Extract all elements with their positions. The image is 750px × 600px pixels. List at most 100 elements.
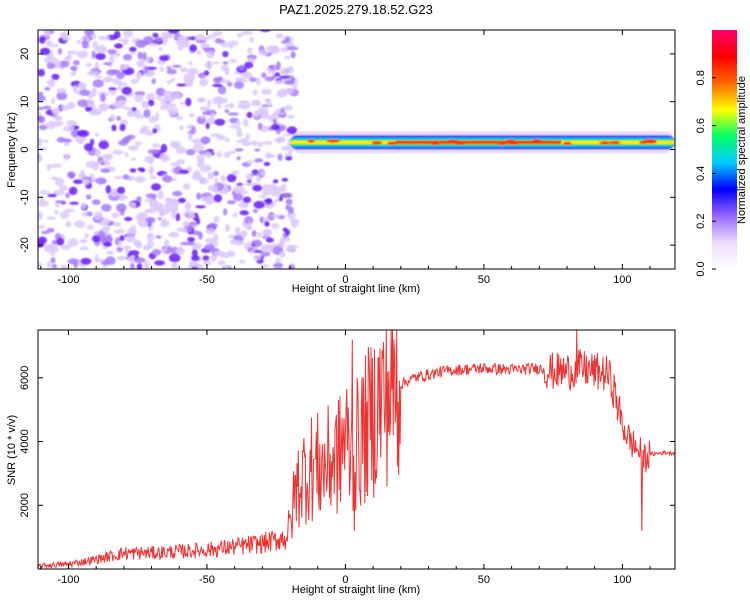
noise-speckle xyxy=(206,49,215,59)
noise-speckle xyxy=(269,185,278,192)
noise-speckle xyxy=(106,250,114,256)
noise-speckle xyxy=(79,89,91,96)
noise-speckle xyxy=(250,140,258,146)
noise-speckle xyxy=(103,62,112,66)
noise-speckle xyxy=(156,96,163,101)
noise-speckle xyxy=(285,156,293,161)
noise-speckle xyxy=(114,175,123,180)
noise-speckle xyxy=(278,195,283,202)
noise-speckle xyxy=(60,264,68,269)
noise-speckle xyxy=(259,216,264,224)
band-peak-blob xyxy=(408,141,416,145)
noise-speckle xyxy=(166,66,172,70)
noise-speckle xyxy=(202,111,212,116)
noise-speckle xyxy=(265,154,277,158)
noise-speckle xyxy=(53,189,65,196)
noise-speckle xyxy=(64,154,69,161)
noise-speckle xyxy=(253,158,264,163)
noise-speckle xyxy=(172,141,182,148)
noise-speckle xyxy=(88,110,101,116)
noise-speckle xyxy=(259,170,266,176)
noise-speckle xyxy=(242,196,252,204)
noise-speckle xyxy=(92,79,104,88)
noise-speckle xyxy=(120,64,129,70)
noise-speckle xyxy=(167,106,179,116)
noise-speckle xyxy=(55,200,66,204)
noise-speckle xyxy=(84,233,89,239)
band-peak-blob xyxy=(476,140,488,144)
noise-speckle xyxy=(249,77,257,83)
noise-speckle xyxy=(283,133,292,137)
noise-speckle xyxy=(288,264,295,269)
noise-speckle xyxy=(136,263,143,269)
noise-speckle xyxy=(163,90,175,100)
noise-speckle xyxy=(51,107,61,115)
noise-speckle xyxy=(111,212,120,219)
noise-speckle xyxy=(260,252,271,257)
noise-speckle xyxy=(166,103,177,107)
noise-speckle xyxy=(124,216,133,222)
noise-speckle xyxy=(213,233,219,242)
noise-speckle xyxy=(216,134,226,140)
noise-speckle xyxy=(57,47,63,55)
noise-speckle xyxy=(85,160,98,168)
noise-speckle xyxy=(244,216,254,225)
noise-speckle xyxy=(281,185,287,193)
noise-speckle xyxy=(147,71,156,76)
noise-speckle xyxy=(101,154,114,158)
noise-speckle xyxy=(81,40,89,49)
noise-speckle xyxy=(149,175,157,180)
band-peak-blob xyxy=(464,140,473,144)
noise-speckle xyxy=(179,125,184,131)
noise-speckle xyxy=(129,225,137,234)
noise-speckle xyxy=(101,218,111,226)
noise-speckle xyxy=(274,72,281,77)
noise-speckle xyxy=(261,88,272,95)
noise-speckle xyxy=(217,85,227,95)
noise-speckle xyxy=(168,30,180,34)
noise-speckle xyxy=(121,86,133,95)
noise-speckle xyxy=(81,202,87,210)
noise-speckle xyxy=(199,115,206,119)
spectrogram-x-label: Height of straight line (km) xyxy=(292,283,420,295)
noise-speckle xyxy=(264,204,273,209)
noise-speckle xyxy=(74,220,86,228)
noise-speckle xyxy=(144,198,155,202)
noise-speckle xyxy=(214,118,226,126)
noise-speckle xyxy=(252,89,258,96)
band-peak-blob xyxy=(487,140,499,144)
noise-speckle xyxy=(170,77,176,82)
noise-speckle xyxy=(44,86,51,91)
noise-speckle xyxy=(38,236,47,245)
noise-speckle xyxy=(257,122,263,130)
noise-speckle xyxy=(217,104,222,109)
noise-speckle xyxy=(152,128,158,134)
noise-speckle xyxy=(80,238,88,244)
colorbar-ticks: 0.0 0.2 0.4 0.6 0.8 xyxy=(695,70,716,277)
noise-speckle xyxy=(263,161,271,167)
noise-speckle xyxy=(206,34,216,39)
noise-speckle xyxy=(67,258,80,265)
noise-speckle xyxy=(213,170,219,177)
noise-speckle xyxy=(227,112,239,116)
noise-speckle xyxy=(113,229,126,235)
noise-speckle xyxy=(204,152,212,159)
noise-speckle xyxy=(287,65,295,74)
noise-speckle xyxy=(123,136,132,141)
noise-speckle xyxy=(107,49,117,55)
noise-speckle xyxy=(66,120,78,126)
noise-speckle xyxy=(50,257,56,264)
noise-speckle xyxy=(131,157,137,161)
noise-speckle xyxy=(260,30,271,33)
spectrogram-y-axis: -20 -10 0 10 20 xyxy=(19,48,675,253)
noise-speckle xyxy=(214,250,226,257)
noise-speckle xyxy=(86,224,94,230)
noise-speckle xyxy=(66,171,76,179)
noise-speckle xyxy=(197,264,204,269)
noise-speckle xyxy=(228,234,235,239)
band-peak-blob xyxy=(563,141,572,146)
noise-speckle xyxy=(147,99,155,107)
noise-speckle xyxy=(60,105,70,111)
noise-speckle xyxy=(103,241,112,247)
noise-speckle xyxy=(292,84,298,89)
